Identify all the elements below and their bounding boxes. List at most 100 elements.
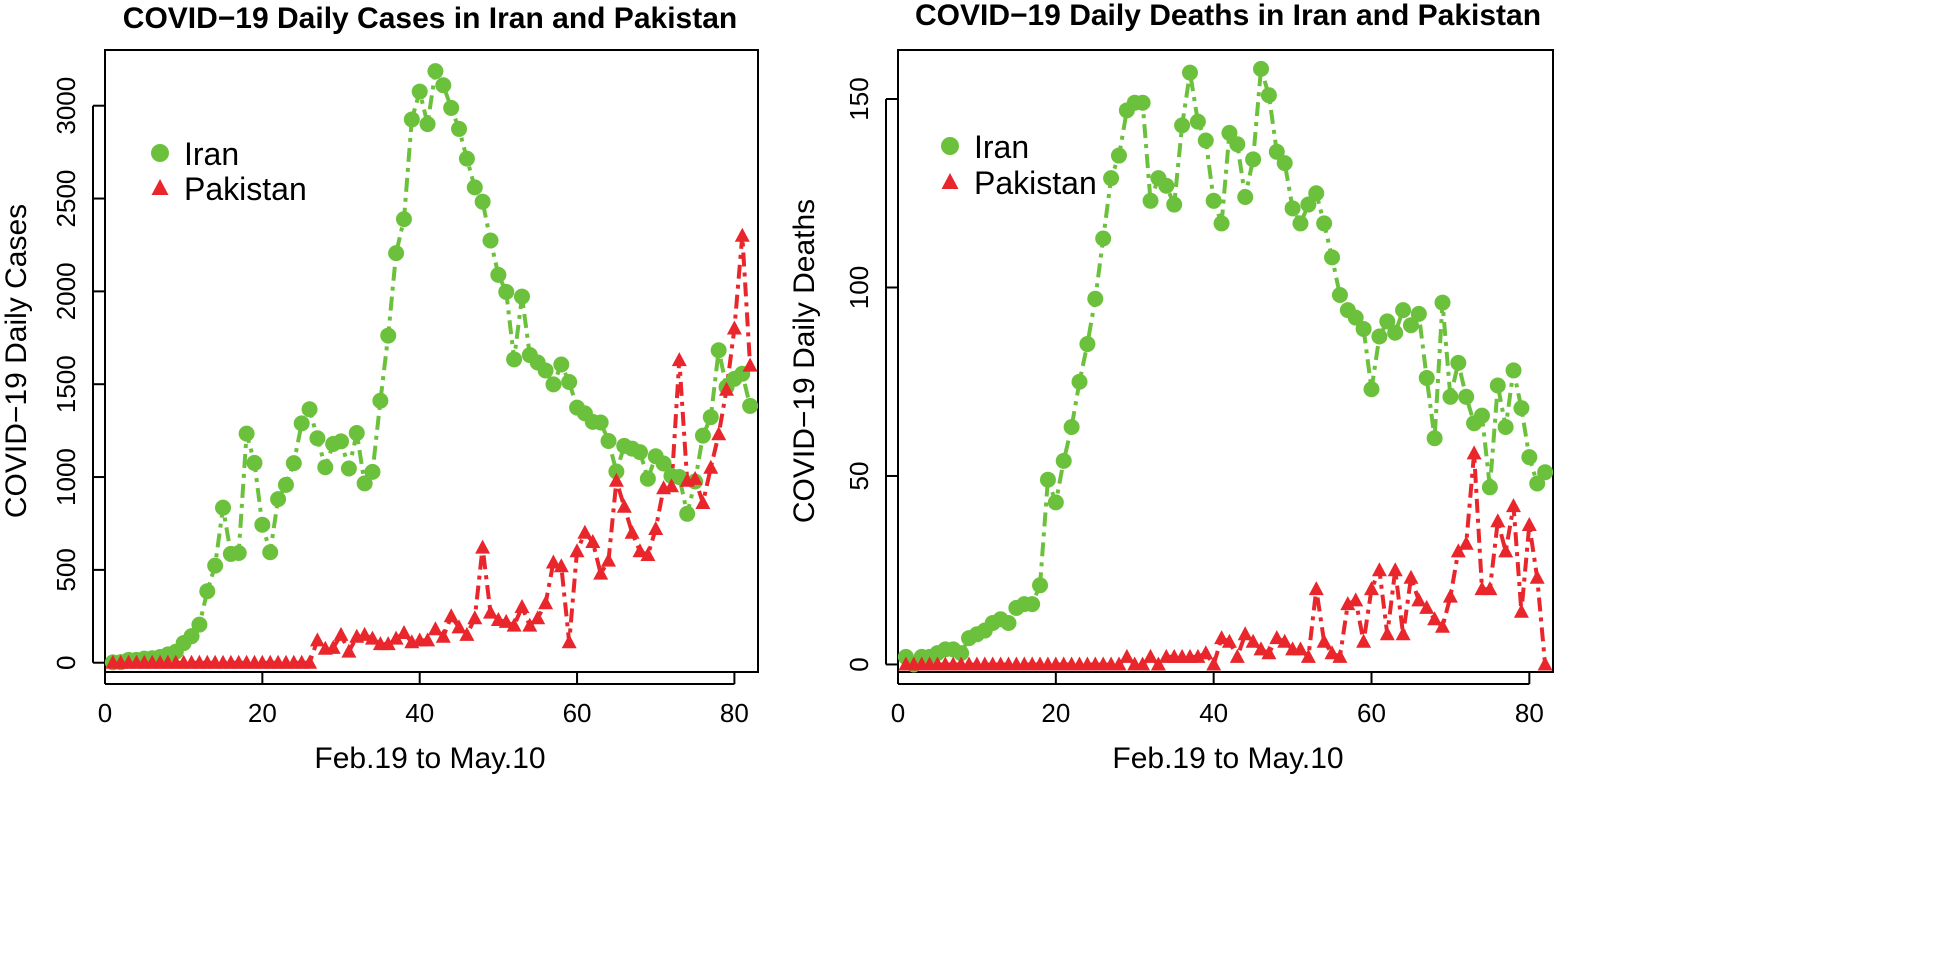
data-point-pakistan xyxy=(380,636,396,651)
data-point-iran xyxy=(403,111,420,128)
y-tick-label: 0 xyxy=(844,657,874,671)
data-point-pakistan xyxy=(443,608,459,623)
x-tick-label: 0 xyxy=(891,698,905,728)
data-point-iran xyxy=(1000,614,1017,631)
data-point-iran xyxy=(1024,596,1041,613)
data-point-iran xyxy=(592,414,609,431)
data-point-iran xyxy=(498,283,515,300)
data-point-pakistan xyxy=(1221,633,1237,648)
data-point-pakistan xyxy=(467,610,483,625)
data-point-iran xyxy=(600,433,617,450)
legend-label-iran: Iran xyxy=(974,129,1029,165)
data-point-pakistan xyxy=(1269,630,1285,645)
data-point-pakistan xyxy=(1293,641,1308,656)
y-tick-label: 0 xyxy=(51,655,81,669)
data-point-iran xyxy=(506,351,523,368)
data-point-iran xyxy=(1379,313,1396,330)
data-point-pakistan xyxy=(703,459,719,474)
data-point-iran xyxy=(1071,373,1088,390)
legend-label-pakistan: Pakistan xyxy=(184,171,307,207)
data-point-pakistan xyxy=(514,599,530,613)
data-point-pakistan xyxy=(530,610,546,625)
x-tick-label: 60 xyxy=(563,698,592,728)
data-point-pakistan xyxy=(538,595,554,610)
data-point-iran xyxy=(443,99,460,116)
data-point-iran xyxy=(953,645,970,662)
data-point-iran xyxy=(411,83,428,100)
data-point-iran xyxy=(1134,94,1151,111)
data-point-pakistan xyxy=(1427,611,1443,626)
data-point-iran xyxy=(1513,400,1530,417)
data-point-iran xyxy=(199,583,216,600)
daily-cases-panel: COVID−19 Daily Cases in Iran and Pakista… xyxy=(0,2,759,775)
y-tick-label: 2000 xyxy=(51,262,81,320)
x-tick-label: 0 xyxy=(98,698,112,728)
data-point-iran xyxy=(1158,177,1175,194)
y-tick-label: 100 xyxy=(844,266,874,309)
data-point-pakistan xyxy=(553,558,569,573)
data-point-iran xyxy=(1142,192,1159,209)
data-point-iran xyxy=(1489,377,1506,394)
data-point-iran xyxy=(1174,117,1191,134)
data-point-pakistan xyxy=(1111,656,1127,671)
data-point-iran xyxy=(1481,479,1498,496)
y-tick-label: 3000 xyxy=(51,77,81,135)
x-axis-label: Feb.19 to May.10 xyxy=(1112,742,1343,775)
y-tick-label: 500 xyxy=(51,548,81,591)
data-point-pakistan xyxy=(522,617,538,632)
data-point-iran xyxy=(482,232,499,249)
data-point-pakistan xyxy=(1245,633,1261,648)
data-point-iran xyxy=(419,116,436,133)
data-point-iran xyxy=(254,516,271,533)
data-point-pakistan xyxy=(1316,633,1332,648)
data-point-iran xyxy=(293,415,310,432)
data-point-iran xyxy=(1103,170,1120,187)
data-point-iran xyxy=(364,463,381,480)
data-point-pakistan xyxy=(1411,592,1427,607)
data-point-pakistan xyxy=(624,524,640,539)
y-tick-label: 1000 xyxy=(51,448,81,506)
data-point-iran xyxy=(183,628,200,645)
data-point-iran xyxy=(372,392,389,409)
data-point-iran xyxy=(545,376,562,393)
x-tick-label: 20 xyxy=(248,698,277,728)
plot-frame xyxy=(897,49,1554,673)
data-point-iran xyxy=(1316,215,1333,232)
data-point-iran xyxy=(710,342,727,359)
data-point-pakistan xyxy=(1387,562,1403,577)
data-point-iran xyxy=(1213,215,1230,232)
data-point-iran xyxy=(1355,320,1372,337)
data-point-iran xyxy=(1276,155,1293,172)
data-point-iran xyxy=(340,460,357,477)
data-point-iran xyxy=(238,425,255,442)
plot-frame xyxy=(104,49,759,673)
x-tick-label: 60 xyxy=(1357,698,1386,728)
data-point-iran xyxy=(262,544,279,561)
data-point-iran xyxy=(1308,185,1325,202)
data-point-pakistan xyxy=(1395,626,1411,641)
data-point-iran xyxy=(631,444,648,461)
data-point-pakistan xyxy=(726,320,742,335)
data-point-pakistan xyxy=(1521,517,1537,531)
data-point-pakistan xyxy=(498,613,514,628)
data-point-iran xyxy=(1253,60,1270,77)
y-tick-label: 150 xyxy=(844,77,874,120)
data-point-pakistan xyxy=(545,554,561,569)
data-point-pakistan xyxy=(357,626,373,641)
y-tick-label: 50 xyxy=(844,462,874,491)
data-point-pakistan xyxy=(1277,633,1293,648)
data-point-pakistan xyxy=(1356,633,1372,648)
data-point-iran xyxy=(1395,302,1412,319)
data-point-pakistan xyxy=(711,426,727,441)
data-point-iran xyxy=(1505,362,1522,379)
data-point-iran xyxy=(1324,249,1341,266)
data-point-pakistan xyxy=(1198,645,1214,660)
data-point-iran xyxy=(1032,577,1049,594)
data-point-iran xyxy=(1387,324,1404,341)
data-point-pakistan xyxy=(1490,513,1506,528)
data-point-pakistan xyxy=(1261,645,1277,660)
data-point-pakistan xyxy=(719,381,734,396)
data-point-pakistan xyxy=(1300,648,1316,663)
